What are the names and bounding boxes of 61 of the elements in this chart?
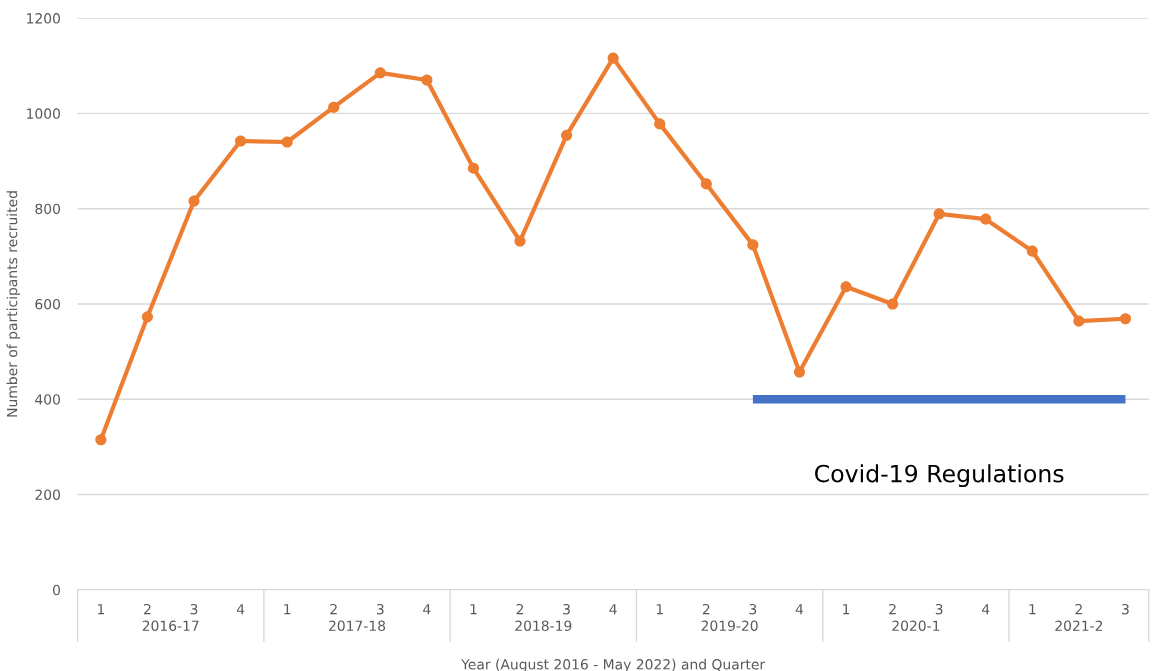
point bbox=[793, 366, 805, 378]
x-tick-label: 4 bbox=[982, 604, 990, 615]
x-tick-label: 4 bbox=[423, 604, 431, 615]
point bbox=[607, 52, 619, 64]
x-tick-label: 3 bbox=[563, 603, 570, 615]
text: 2019-20 bbox=[701, 620, 758, 631]
point bbox=[281, 136, 293, 148]
x-tick-label: 3 bbox=[749, 603, 757, 615]
x-tick-label: 3 bbox=[935, 603, 943, 615]
point bbox=[980, 213, 992, 225]
text: 2017-18 bbox=[329, 620, 386, 631]
point bbox=[1026, 245, 1038, 257]
point bbox=[514, 235, 526, 247]
point bbox=[141, 311, 153, 323]
text: Covid-19 Regulations bbox=[815, 464, 1064, 488]
y-tick-label: 200 bbox=[35, 489, 60, 500]
x-tick-label: 1 bbox=[656, 604, 663, 615]
x-tick-label: 1 bbox=[843, 604, 850, 615]
x-tick-label: 1 bbox=[284, 604, 291, 615]
point bbox=[933, 208, 945, 220]
point bbox=[887, 298, 899, 310]
point bbox=[1073, 315, 1085, 327]
text: 2016-17 bbox=[142, 620, 199, 631]
point bbox=[700, 178, 712, 190]
x-tick-label: 2 bbox=[330, 603, 337, 615]
x-tick-label: 2 bbox=[144, 603, 151, 615]
point bbox=[421, 74, 433, 86]
text: 2020-1 bbox=[892, 620, 940, 631]
x-tick-label: 4 bbox=[609, 604, 617, 615]
text: 2021-2 bbox=[1055, 620, 1103, 631]
y-axis-title: Number of participants recruited bbox=[6, 191, 21, 417]
text: 2018-19 bbox=[515, 620, 572, 631]
x-tick-label: 2 bbox=[889, 603, 896, 615]
point bbox=[95, 434, 107, 446]
x-tick-label: 1 bbox=[1029, 604, 1036, 615]
point bbox=[188, 195, 200, 207]
x-tick-label: 1 bbox=[470, 604, 477, 615]
x-tick-label: 2 bbox=[702, 603, 710, 615]
point bbox=[235, 135, 247, 147]
point bbox=[561, 129, 573, 141]
y-tick-label: 600 bbox=[35, 298, 60, 310]
x-tick-label: 3 bbox=[190, 603, 198, 615]
point bbox=[747, 239, 759, 251]
point bbox=[467, 162, 479, 174]
y-tick-label: 1200 bbox=[27, 13, 60, 24]
point bbox=[654, 118, 666, 130]
y-tick-label: 400 bbox=[35, 394, 60, 405]
x-tick-label: 4 bbox=[795, 604, 804, 615]
y-tick-label: 0 bbox=[53, 584, 60, 596]
x-tick-label: 3 bbox=[376, 603, 384, 615]
point bbox=[328, 101, 340, 113]
x-tick-label: 2 bbox=[1075, 603, 1082, 615]
x-tick-label: 3 bbox=[1122, 603, 1129, 615]
x-tick-label: 2 bbox=[516, 603, 524, 615]
point bbox=[840, 281, 852, 293]
x-tick-label: 4 bbox=[236, 604, 245, 615]
point bbox=[1119, 313, 1132, 325]
y-tick-label: 1000 bbox=[27, 108, 60, 119]
x-tick-label: 1 bbox=[97, 604, 105, 615]
point bbox=[374, 67, 386, 79]
y-tick-label: 800 bbox=[35, 203, 60, 215]
